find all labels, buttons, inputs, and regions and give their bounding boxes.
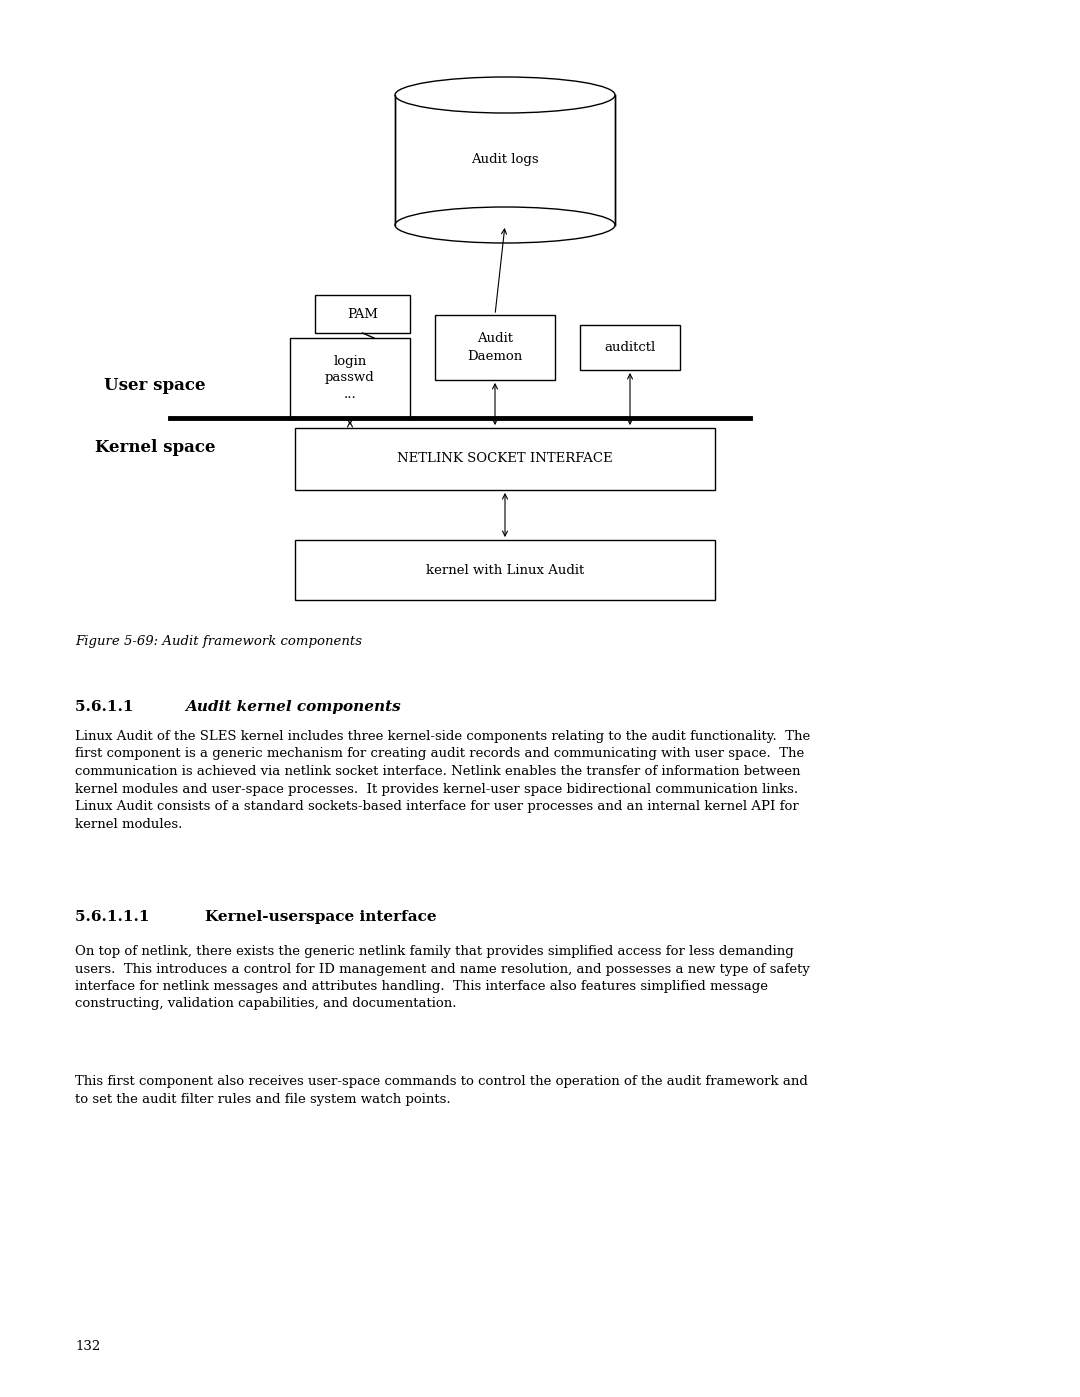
Text: kernel with Linux Audit: kernel with Linux Audit xyxy=(426,563,584,577)
Text: Figure 5-69: Audit framework components: Figure 5-69: Audit framework components xyxy=(75,636,362,648)
Bar xyxy=(580,326,680,370)
Text: PAM: PAM xyxy=(347,307,378,320)
Bar xyxy=(435,314,555,380)
Text: User space: User space xyxy=(105,377,206,394)
Text: On top of netlink, there exists the generic netlink family that provides simplif: On top of netlink, there exists the gene… xyxy=(75,944,810,1010)
Text: auditctl: auditctl xyxy=(605,341,656,353)
Text: login
passwd
...: login passwd ... xyxy=(325,355,375,401)
Bar xyxy=(295,427,715,490)
Text: Audit
Daemon: Audit Daemon xyxy=(468,332,523,362)
Bar xyxy=(315,295,410,332)
Text: Audit logs: Audit logs xyxy=(471,154,539,166)
Text: 132: 132 xyxy=(75,1340,100,1354)
Text: 5.6.1.1: 5.6.1.1 xyxy=(75,700,154,714)
Text: Kernel space: Kernel space xyxy=(95,440,215,457)
Ellipse shape xyxy=(395,207,615,243)
Text: Kernel-userspace interface: Kernel-userspace interface xyxy=(205,909,436,923)
Text: Linux Audit of the SLES kernel includes three kernel-side components relating to: Linux Audit of the SLES kernel includes … xyxy=(75,731,810,830)
Text: Audit kernel components: Audit kernel components xyxy=(185,700,401,714)
Bar xyxy=(295,541,715,599)
Ellipse shape xyxy=(395,77,615,113)
Bar xyxy=(291,338,410,418)
Bar xyxy=(395,95,615,225)
Text: 5.6.1.1.1: 5.6.1.1.1 xyxy=(75,909,171,923)
Text: NETLINK SOCKET INTERFACE: NETLINK SOCKET INTERFACE xyxy=(397,453,612,465)
Text: This first component also receives user-space commands to control the operation : This first component also receives user-… xyxy=(75,1076,808,1105)
